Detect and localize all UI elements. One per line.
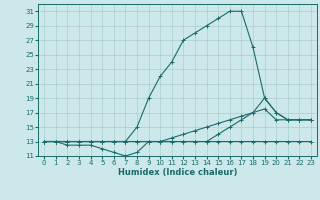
X-axis label: Humidex (Indice chaleur): Humidex (Indice chaleur) <box>118 168 237 177</box>
